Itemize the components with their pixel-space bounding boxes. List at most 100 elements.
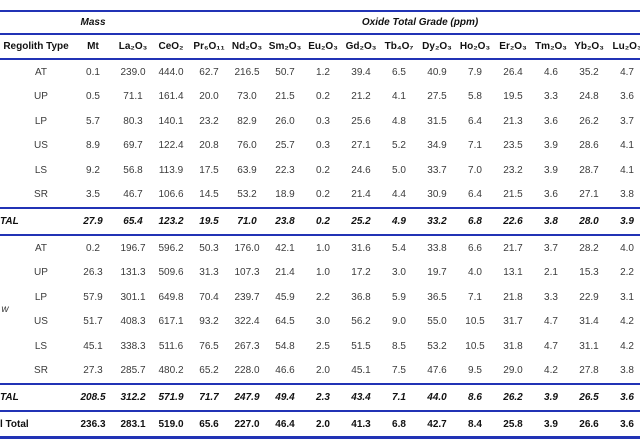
column-header-ho2o3: Ho₂O₃ (456, 34, 494, 60)
value-cell: 54.8 (275, 340, 295, 352)
column-header-tb4o7: Tb₄O₇ (380, 34, 418, 60)
value-cell: 35.2 (579, 66, 599, 78)
value-cell: 46.6 (275, 365, 295, 377)
column-header-eu2o3: Eu₂O₃ (304, 34, 342, 60)
value-cell: 10.5 (465, 340, 485, 352)
value-cell: 21.5 (275, 91, 295, 103)
value-cell: 3.8 (532, 207, 570, 236)
value-cell: 3.6 (620, 91, 634, 103)
value-cell: 93.2 (199, 316, 219, 328)
value-cell: 239.0 (120, 66, 146, 78)
value-cell: 40.9 (427, 66, 447, 78)
value-cell: 312.2 (114, 383, 152, 412)
value-cell: 41.3 (351, 418, 371, 430)
value-cell: 23.2 (503, 164, 523, 176)
value-cell: 19.7 (427, 267, 447, 279)
value-cell: 21.5 (503, 189, 523, 201)
value-cell: 4.1 (392, 91, 406, 103)
value-cell: 15.3 (579, 267, 599, 279)
value-cell: 8.6 (456, 383, 494, 412)
grand-total-label: l Total (0, 418, 29, 430)
table-row: UP 0.5 71.1 161.4 20.0 73.0 21.5 0.2 21.2 4.1 27.5… (0, 85, 640, 110)
value-cell: 45.1 (351, 365, 371, 377)
value-cell: 26.2 (494, 383, 532, 412)
value-cell: 3.8 (620, 189, 634, 201)
value-cell: 3.5 (86, 189, 100, 201)
value-cell: 4.7 (544, 340, 558, 352)
value-cell: 0.2 (304, 207, 342, 236)
value-cell: 4.2 (620, 340, 634, 352)
column-header-gd2o3: Gd₂O₃ (342, 34, 380, 60)
value-cell: 27.9 (72, 207, 114, 236)
value-cell: 33.2 (418, 207, 456, 236)
value-cell: 53.2 (427, 340, 447, 352)
value-cell: 25.8 (503, 418, 523, 430)
value-cell: 9.0 (392, 316, 406, 328)
value-cell: 65.2 (199, 365, 219, 377)
value-cell: 3.9 (608, 207, 640, 236)
regolith-type-cell: LP (34, 115, 48, 127)
column-header-yb2o3: Yb₂O₃ (570, 34, 608, 60)
value-cell: 53.2 (237, 189, 257, 201)
table-row: AT 0.1 239.0 444.0 62.7 216.5 50.7 1.2 39.4 6.5 40… (0, 59, 640, 85)
value-cell: 6.4 (468, 189, 482, 201)
value-cell: 70.4 (199, 291, 219, 303)
value-cell: 71.0 (228, 207, 266, 236)
value-cell: 161.4 (158, 91, 184, 103)
column-header-la2o3: La₂O₃ (114, 34, 152, 60)
value-cell: 55.0 (427, 316, 447, 328)
value-cell: 3.6 (620, 418, 634, 430)
table-row: LS 9.2 56.8 113.9 17.5 63.9 22.3 0.2 24.6 5.0 33.7… (0, 158, 640, 183)
value-cell: 511.6 (158, 340, 184, 352)
value-cell: 45.9 (275, 291, 295, 303)
column-header-pr6o11: Pr₆O₁₁ (190, 34, 228, 60)
value-cell: 27.5 (427, 91, 447, 103)
value-cell: 50.3 (199, 242, 219, 254)
value-cell: 28.2 (579, 242, 599, 254)
oxide-grade-group-header: Oxide Total Grade (ppm) (114, 11, 640, 35)
value-cell: 596.2 (158, 242, 184, 254)
column-header-regolith-type: Regolith Type (0, 34, 72, 60)
value-cell: 6.8 (392, 418, 406, 430)
value-cell: 56.8 (123, 164, 143, 176)
value-cell: 7.9 (468, 66, 482, 78)
value-cell: 17.2 (351, 267, 371, 279)
value-cell: 62.7 (199, 66, 219, 78)
value-cell: 228.0 (234, 365, 260, 377)
value-cell: 5.0 (392, 164, 406, 176)
value-cell: 33.8 (427, 242, 447, 254)
value-cell: 106.6 (158, 189, 184, 201)
value-cell: 1.2 (316, 66, 330, 78)
value-cell: 7.0 (468, 164, 482, 176)
value-cell: 8.9 (86, 140, 100, 152)
value-cell: 31.5 (427, 115, 447, 127)
section-total-label: TAL (0, 207, 72, 236)
regolith-type-cell: SR (34, 189, 48, 201)
value-cell: 4.4 (392, 189, 406, 201)
value-cell: 2.0 (316, 365, 330, 377)
value-cell: 21.4 (275, 267, 295, 279)
table-body: AT 0.1 239.0 444.0 62.7 216.5 50.7 1.2 39.4 6.5 40… (0, 59, 640, 438)
value-cell: 571.9 (152, 383, 190, 412)
value-cell: 5.4 (392, 242, 406, 254)
column-header-sm2o3: Sm₂O₃ (266, 34, 304, 60)
value-cell: 21.2 (351, 91, 371, 103)
regolith-oxide-grade-table: Mass Oxide Total Grade (ppm) Regolith Ty… (0, 10, 640, 439)
value-cell: 7.1 (468, 140, 482, 152)
value-cell: 227.0 (234, 418, 260, 430)
regolith-type-cell: UP (34, 267, 48, 279)
value-cell: 0.1 (86, 66, 100, 78)
value-cell: 80.3 (123, 115, 143, 127)
value-cell: 0.3 (316, 140, 330, 152)
regolith-type-cell: LS (34, 340, 48, 352)
value-cell: 19.5 (503, 91, 523, 103)
value-cell: 3.9 (532, 383, 570, 412)
value-cell: 5.8 (468, 91, 482, 103)
value-cell: 42.1 (275, 242, 295, 254)
value-cell: 236.3 (80, 418, 106, 430)
value-cell: 6.8 (456, 207, 494, 236)
value-cell: 39.4 (351, 66, 371, 78)
column-header-ceo2: CeO₂ (152, 34, 190, 60)
value-cell: 3.8 (620, 365, 634, 377)
value-cell: 0.2 (86, 242, 100, 254)
